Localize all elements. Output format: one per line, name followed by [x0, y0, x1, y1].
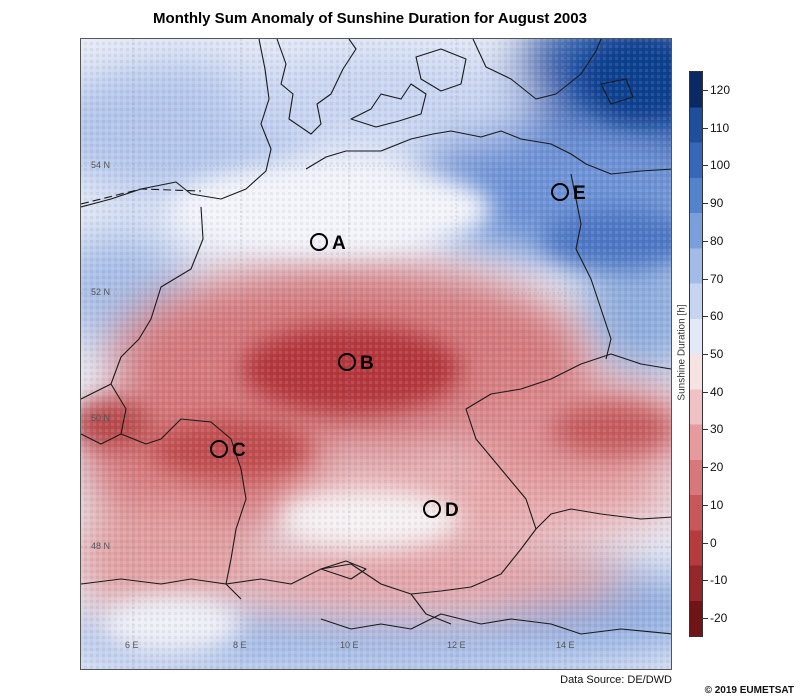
lat-label-50: 50 N: [91, 413, 110, 423]
station-b-marker[interactable]: [338, 353, 356, 371]
colorbar-tick: [703, 240, 708, 242]
colorbar-title: Sunshine Duration [h]: [676, 304, 688, 401]
border-czech-west: [465, 363, 582, 530]
coastline-jutland: [276, 39, 357, 135]
coastline-zealand: [415, 48, 467, 92]
coastline-baltic: [305, 130, 671, 175]
colorbar-tick: [703, 127, 708, 129]
borders-coastlines: [81, 39, 671, 635]
anomaly-map: 54 N 52 N 50 N 48 N 6 E 8 E 10 E 12 E 14…: [81, 39, 671, 669]
border-france: [81, 433, 122, 445]
colorbar-tick: [703, 165, 708, 167]
colorbar-tick-label: 30: [710, 422, 724, 437]
colorbar-tick: [703, 391, 708, 393]
colorbar-tick: [703, 467, 708, 469]
station-e-marker[interactable]: [551, 183, 569, 201]
data-source: Data Source: DE/DWD: [560, 674, 672, 686]
colorbar-tick-label: 70: [710, 271, 724, 286]
colorbar-tick: [703, 580, 708, 582]
colorbar-tick: [703, 278, 708, 280]
colorbar-tick-label: -10: [710, 573, 728, 588]
station-a-marker[interactable]: [310, 233, 328, 251]
colorbar-tick: [703, 504, 708, 506]
border-czech-north: [580, 353, 671, 370]
colorbar-tick-label: 100: [710, 158, 731, 173]
colorbar-tick-label: 60: [710, 309, 724, 324]
coastline-danish-islands: [350, 83, 427, 128]
lon-label-10: 10 E: [340, 640, 359, 650]
colorbar-tick-label: 10: [710, 497, 724, 512]
copyright: © 2019 EUMETSAT: [704, 685, 794, 696]
border-poland: [570, 173, 612, 360]
grid-labels: 54 N 52 N 50 N 48 N 6 E 8 E 10 E 12 E 14…: [91, 160, 575, 650]
station-d-marker[interactable]: [423, 500, 441, 518]
station-c[interactable]: C: [210, 440, 246, 461]
lon-label-12: 12 E: [447, 640, 466, 650]
lake-constance: [320, 560, 367, 580]
station-c-label: C: [232, 440, 246, 461]
colorbar-tick-label: 110: [710, 120, 730, 135]
colorbar-tick-label: 0: [710, 535, 717, 550]
station-b[interactable]: B: [338, 353, 374, 374]
border-switzerland: [81, 563, 412, 595]
lon-label-8: 8 E: [233, 640, 247, 650]
station-a-label: A: [332, 233, 346, 254]
border-italy: [320, 613, 671, 635]
border-alps-north: [410, 593, 452, 625]
border-germany-west: [81, 206, 204, 400]
colorbar-tick-label: 120: [710, 82, 731, 97]
colorbar-tick: [703, 618, 708, 620]
colorbar-tick-label: 90: [710, 196, 724, 211]
coastline-sweden: [472, 39, 602, 100]
colorbar-tick: [703, 89, 708, 91]
colorbar-tick: [703, 429, 708, 431]
station-e[interactable]: E: [551, 183, 586, 204]
border-benelux: [110, 383, 247, 500]
station-d[interactable]: D: [423, 500, 459, 521]
colorbar: [689, 71, 703, 637]
colorbar-tick-label: 80: [710, 233, 724, 248]
rhine: [225, 498, 247, 600]
colorbar-tick: [703, 316, 708, 318]
station-c-marker[interactable]: [210, 440, 228, 458]
lon-label-6: 6 E: [125, 640, 139, 650]
page-title: Monthly Sum Anomaly of Sunshine Duration…: [153, 10, 587, 27]
station-b-label: B: [360, 353, 374, 374]
colorbar-tick-label: -20: [710, 611, 728, 626]
colorbar-tick: [703, 203, 708, 205]
lon-label-14: 14 E: [556, 640, 575, 650]
colorbar-tick-label: 50: [710, 347, 724, 361]
lat-label-48: 48 N: [91, 541, 110, 551]
station-a[interactable]: A: [310, 233, 346, 254]
station-d-label: D: [445, 500, 459, 521]
colorbar-tick-label: 40: [710, 384, 724, 399]
coastline-bornholm: [600, 78, 634, 105]
pixel-texture: [81, 39, 671, 669]
station-e-label: E: [573, 183, 586, 204]
lat-label-54: 54 N: [91, 160, 110, 170]
map-frame: 54 N 52 N 50 N 48 N 6 E 8 E 10 E 12 E 14…: [80, 38, 672, 670]
dashed-maritime: [81, 188, 202, 205]
colorbar-tick-label: 20: [710, 460, 724, 475]
lat-label-52: 52 N: [91, 287, 110, 297]
colorbar-tick: [703, 354, 708, 355]
colorbar-tick: [703, 542, 708, 544]
